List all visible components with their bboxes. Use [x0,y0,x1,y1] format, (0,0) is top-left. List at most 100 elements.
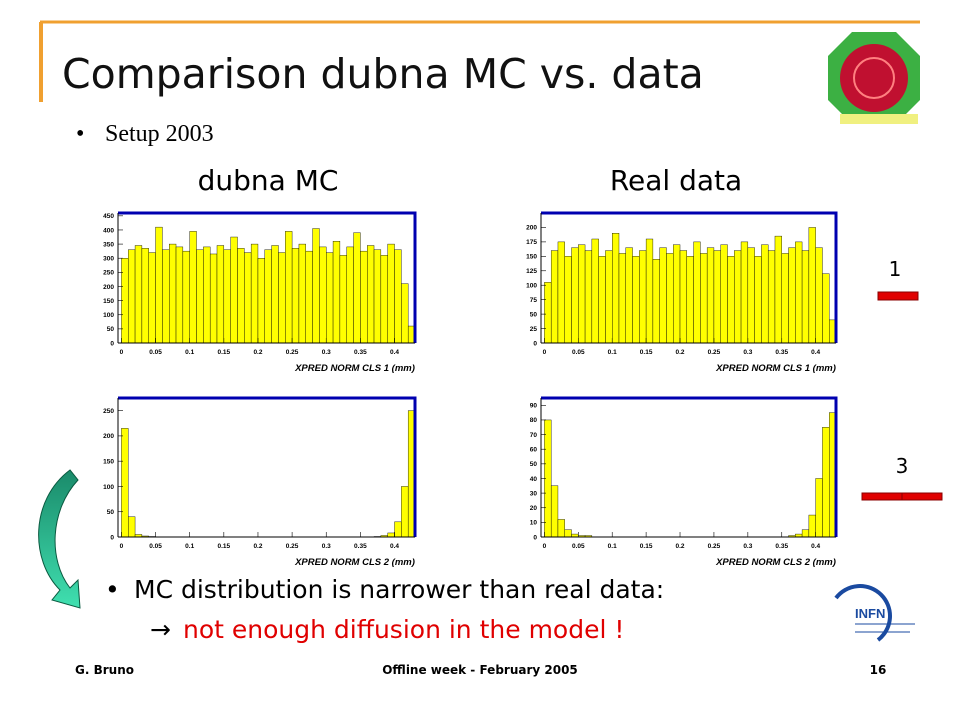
histogram: 0 50 100 150 200 250 300 350 400 450 0 0.05 0.1 0.15 0… [103,211,417,374]
bin [162,249,170,344]
histogram: 0 25 50 75 100 125 150 175 200 0 0.05 0.1 0.15 0.2 0.2… [526,211,838,374]
x-tick-label: 0.05 [149,543,162,550]
bin [795,241,803,344]
bin [134,245,143,344]
y-tick-label: 200 [526,225,537,232]
x-tick-label: 0.4 [390,543,399,550]
bin [141,248,149,344]
histogram: 0 50 100 150 200 250 0 0.05 0.1 0.15 0.2 0.25 0.3 0.3… [103,396,417,568]
bin [666,253,674,344]
bin [822,273,830,344]
x-tick-label: 0.2 [253,543,262,550]
x-tick-label: 0.15 [217,349,230,356]
x-tick-label: 0.35 [775,543,788,550]
bin [571,247,579,344]
column-label: Real data [610,164,742,197]
y-tick-label: 350 [103,241,114,248]
bin [155,226,163,344]
x-axis-label: XPRED NORM CLS 2 (mm) [294,557,415,568]
bin [373,249,382,344]
bin [659,247,667,344]
strip-marker [877,291,919,301]
y-tick-label: 60 [530,447,538,454]
x-tick-label: 0.05 [572,543,585,550]
bin [761,244,769,344]
bin [808,514,816,538]
y-tick-label: 50 [530,461,538,468]
y-tick-label: 300 [103,256,114,263]
footer-left: G. Bruno [75,663,134,677]
bin [128,516,136,538]
bin [128,249,136,344]
bin [754,256,762,344]
bin [230,236,238,344]
x-tick-label: 0.1 [608,349,617,356]
bin [319,246,327,344]
bin [747,247,755,344]
y-tick-label: 0 [110,340,114,347]
bin [686,256,694,344]
y-tick-label: 75 [530,297,538,304]
conclusion-sub: not enough diffusion in the model ! [183,615,624,644]
x-tick-label: 0.3 [743,543,752,550]
x-tick-label: 0 [120,543,124,550]
bin [632,256,640,344]
bin [264,249,272,344]
bin [706,247,715,344]
bin [584,250,593,344]
x-tick-label: 0.25 [708,543,721,550]
bin [645,238,654,344]
y-tick-label: 100 [103,484,114,491]
x-tick-label: 0.2 [253,349,262,356]
bin [679,250,688,344]
bin [312,228,320,344]
title: Comparison dubna MC vs. data [62,50,704,98]
bin [216,245,225,344]
bin [257,258,265,344]
bin [244,252,252,344]
bin [401,486,409,538]
bin [278,252,286,344]
bin [339,255,347,344]
x-tick-label: 0.4 [811,543,820,550]
y-tick-label: 125 [526,268,537,275]
bin [223,249,231,344]
bin [713,250,721,344]
arrow-glyph: → [150,615,171,644]
bin [557,241,565,344]
y-tick-label: 250 [103,408,114,415]
y-tick-label: 250 [103,270,114,277]
x-tick-label: 0.15 [217,543,230,550]
y-tick-label: 80 [530,417,538,424]
bin [196,249,204,344]
y-tick-label: 25 [530,326,538,333]
bullet-dot: • [76,121,84,147]
y-tick-label: 10 [530,520,538,527]
y-tick-label: 50 [107,326,115,333]
y-tick-label: 50 [530,311,538,318]
bin [822,427,830,538]
y-tick-label: 90 [530,403,538,410]
bin [401,283,409,344]
bin [591,238,599,344]
y-tick-label: 100 [103,312,114,319]
bin [781,253,789,344]
y-tick-label: 0 [110,534,114,541]
y-tick-label: 400 [103,227,114,234]
bin [203,246,211,344]
x-axis-label: XPRED NORM CLS 2 (mm) [715,557,836,568]
y-tick-label: 100 [526,283,537,290]
y-tick-label: 20 [530,505,538,512]
bin [550,250,559,344]
bin [237,248,245,344]
y-tick-label: 200 [103,433,114,440]
x-axis-label: XPRED NORM CLS 1 (mm) [294,363,415,374]
bin [815,247,823,344]
y-tick-label: 50 [107,509,115,516]
bin [175,246,184,344]
bin [360,250,368,344]
bin [285,231,293,344]
x-tick-label: 0.1 [185,543,194,550]
x-tick-label: 0.15 [640,543,653,550]
